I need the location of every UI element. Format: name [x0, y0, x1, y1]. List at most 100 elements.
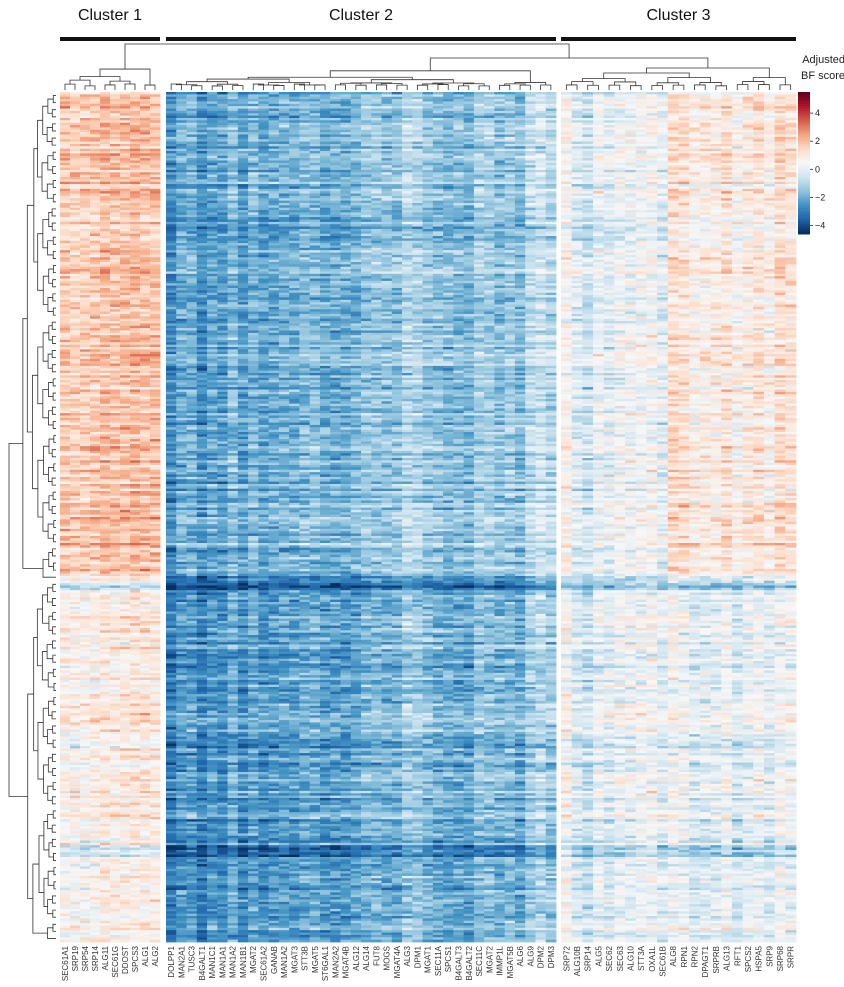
heatmap-cell: [60, 934, 71, 938]
heatmap-cell: [120, 585, 131, 589]
heatmap-cell: [350, 99, 362, 102]
heatmap-cell: [186, 113, 198, 117]
heatmap-cell: [140, 313, 151, 317]
heatmap-cell: [130, 217, 141, 220]
heatmap-cell: [525, 99, 536, 102]
heatmap-cell: [120, 415, 131, 419]
heatmap-cell: [80, 372, 91, 376]
heatmap-cell: [70, 880, 81, 884]
heatmap-cell: [140, 576, 151, 579]
heatmap-cell: [422, 153, 434, 157]
heatmap-cell: [140, 483, 151, 487]
heatmap-cell: [90, 240, 101, 244]
heatmap-cell: [120, 155, 131, 159]
heatmap-cell: [140, 273, 151, 277]
heatmap-cell: [248, 101, 259, 105]
heatmap-cell: [70, 646, 81, 650]
heatmap-cell: [504, 155, 516, 159]
heatmap-cell: [80, 904, 91, 907]
heatmap-cell: [70, 776, 81, 780]
heatmap-cell: [80, 219, 91, 223]
heatmap-cell: [130, 389, 141, 393]
heatmap-cell: [80, 826, 91, 830]
heatmap-cell: [176, 129, 187, 133]
heatmap-cell: [120, 304, 131, 308]
heatmap-cell: [60, 786, 71, 789]
heatmap-cell: [80, 531, 91, 534]
heatmap-cell: [525, 148, 536, 152]
heatmap-cell: [90, 722, 101, 726]
heatmap-cell: [80, 635, 91, 638]
heatmap-cell: [80, 741, 91, 745]
heatmap-cell: [60, 406, 71, 409]
heatmap-cell: [227, 106, 239, 109]
heatmap-cell: [110, 776, 121, 780]
heatmap-cell: [140, 457, 151, 461]
heatmap-cell: [150, 193, 161, 197]
row-dendrogram-link: [52, 378, 56, 387]
heatmap-cell: [100, 904, 111, 907]
heatmap-cell: [140, 184, 151, 187]
heatmap-cell: [422, 99, 434, 102]
heatmap-cell: [80, 509, 91, 513]
heatmap-cell: [494, 148, 506, 152]
heatmap-cell: [110, 127, 121, 131]
heatmap-cell: [227, 103, 239, 107]
heatmap-cell: [278, 134, 290, 138]
heatmap-cell: [535, 143, 547, 147]
heatmap-cell: [120, 892, 131, 896]
heatmap-cell: [484, 158, 495, 161]
heatmap-cell: [150, 609, 161, 612]
heatmap-cell: [60, 557, 71, 560]
heatmap-cell: [150, 904, 161, 907]
row-dendrogram-link: [51, 208, 56, 217]
heatmap-cell: [70, 580, 81, 584]
heatmap-cell: [70, 890, 81, 893]
row-dendrogram-link: [52, 548, 56, 557]
heatmap-cell: [100, 465, 111, 468]
heatmap-cell: [278, 136, 290, 140]
heatmap-cell: [80, 233, 91, 237]
heatmap-cell: [120, 800, 131, 804]
heatmap-cell: [70, 849, 81, 853]
heatmap-cell: [80, 330, 91, 334]
heatmap-cell: [80, 443, 91, 447]
heatmap-cell: [130, 592, 141, 596]
heatmap-cell: [130, 866, 141, 870]
heatmap-cell: [110, 656, 121, 660]
heatmap-cell: [140, 807, 151, 811]
heatmap-cell: [402, 143, 413, 147]
heatmap-cell: [371, 146, 382, 150]
heatmap-cell: [150, 502, 161, 506]
heatmap-cell: [140, 772, 151, 775]
heatmap-cell: [514, 146, 526, 150]
heatmap-cell: [80, 247, 91, 251]
heatmap-cell: [196, 151, 208, 154]
heatmap-cell: [60, 205, 71, 209]
heatmap-cell: [150, 264, 161, 268]
column-dendrogram: [64, 43, 792, 90]
heatmap-cell: [412, 162, 423, 166]
heatmap-cell: [196, 132, 208, 135]
heatmap-cell: [70, 457, 81, 461]
heatmap-cell: [70, 424, 81, 428]
heatmap-cell: [90, 394, 101, 397]
heatmap-cell: [70, 162, 81, 166]
heatmap-cell: [150, 455, 161, 459]
heatmap-cell: [150, 103, 161, 107]
heatmap-cell: [140, 420, 151, 423]
heatmap-cell: [60, 233, 71, 237]
heatmap-cell: [80, 273, 91, 277]
heatmap-cell: [130, 849, 141, 853]
heatmap-cell: [130, 701, 141, 704]
heatmap-cell: [237, 96, 249, 100]
heatmap-cell: [140, 382, 151, 386]
heatmap-cell: [110, 153, 121, 157]
heatmap-cell: [80, 568, 91, 572]
column-dendrogram-link: [355, 84, 367, 90]
heatmap-cell: [227, 153, 239, 157]
heatmap-cell: [361, 120, 372, 124]
heatmap-cell: [130, 363, 141, 367]
heatmap-cell: [432, 108, 444, 112]
heatmap-cell: [150, 805, 161, 808]
